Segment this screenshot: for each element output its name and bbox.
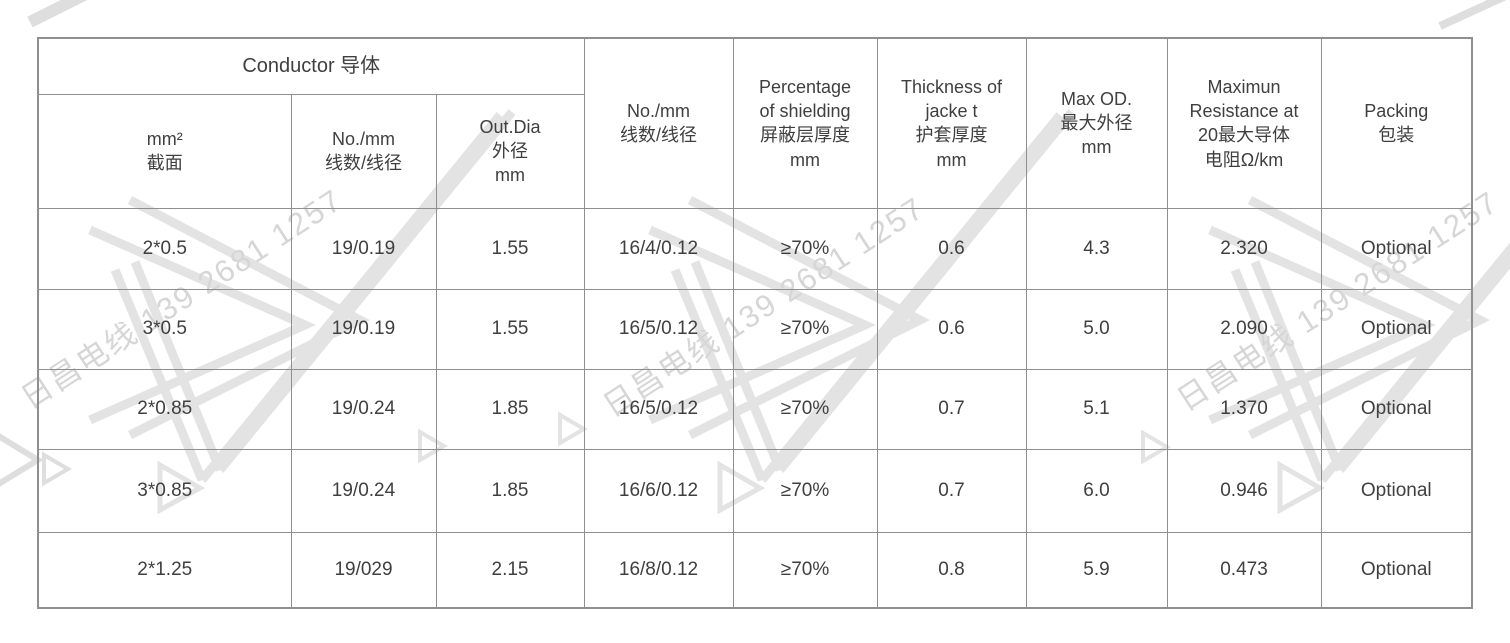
table-cell: 4.3 (1025, 207, 1168, 290)
header-row-group: Conductor 导体 No./mm 线数/线径 Percentage of … (37, 37, 1473, 209)
table-cell: 19/0.19 (290, 207, 437, 290)
table-cell: Optional (1320, 448, 1473, 533)
table-cell: 19/0.24 (290, 368, 437, 450)
header-cell-shielding-percentage: Percentage of shielding 屏蔽层厚度 mm (732, 37, 878, 209)
table-row: 2*0.5 19/0.19 1.55 16/4/0.12 ≥70% 0.6 4.… (37, 207, 1473, 290)
table-cell: ≥70% (732, 368, 878, 450)
table-cell: Optional (1320, 531, 1473, 609)
table-cell: Optional (1320, 207, 1473, 290)
table-cell: ≥70% (732, 531, 878, 609)
table-cell: 0.8 (876, 531, 1027, 609)
table-cell: 1.55 (435, 207, 585, 290)
table-cell: 2*1.25 (37, 531, 292, 609)
table-cell: 0.946 (1166, 448, 1322, 533)
table-cell: ≥70% (732, 448, 878, 533)
header-cell-jacket-thickness: Thickness of jacke t 护套厚度 mm (876, 37, 1027, 209)
table-cell: 1.85 (435, 368, 585, 450)
table-row: 3*0.5 19/0.19 1.55 16/5/0.12 ≥70% 0.6 5.… (37, 288, 1473, 370)
table-row: 2*1.25 19/029 2.15 16/8/0.12 ≥70% 0.8 5.… (37, 531, 1473, 609)
table-cell: 16/6/0.12 (583, 448, 734, 533)
table-cell: 5.0 (1025, 288, 1168, 370)
table-cell: 19/029 (290, 531, 437, 609)
header-cell-packing: Packing 包装 (1320, 37, 1473, 209)
header-cell-out-dia: Out.Dia 外径 mm (435, 93, 585, 209)
table-cell: 5.1 (1025, 368, 1168, 450)
table-cell: 3*0.85 (37, 448, 292, 533)
table-cell: 0.6 (876, 288, 1027, 370)
table-cell: 16/4/0.12 (583, 207, 734, 290)
table-cell: 2.320 (1166, 207, 1322, 290)
table-cell: 1.85 (435, 448, 585, 533)
header-cell-strand-count: No./mm 线数/线径 (583, 37, 734, 209)
table-cell: 19/0.19 (290, 288, 437, 370)
table-cell: 0.6 (876, 207, 1027, 290)
table-cell: 5.9 (1025, 531, 1168, 609)
table-row: 2*0.85 19/0.24 1.85 16/5/0.12 ≥70% 0.7 5… (37, 368, 1473, 450)
table-row: 3*0.85 19/0.24 1.85 16/6/0.12 ≥70% 0.7 6… (37, 448, 1473, 533)
table-cell: 0.7 (876, 368, 1027, 450)
table-cell: 1.370 (1166, 368, 1322, 450)
table-cell: 16/8/0.12 (583, 531, 734, 609)
header-conductor-group: Conductor 导体 (37, 37, 585, 95)
table-cell: 2*0.85 (37, 368, 292, 450)
table-cell: ≥70% (732, 288, 878, 370)
table-cell: Optional (1320, 368, 1473, 450)
table-cell: 1.55 (435, 288, 585, 370)
cable-spec-table: Conductor 导体 No./mm 线数/线径 Percentage of … (37, 37, 1474, 609)
table-cell: ≥70% (732, 207, 878, 290)
table-cell: 3*0.5 (37, 288, 292, 370)
header-cell-cross-section: mm² 截面 (37, 93, 292, 209)
table-cell: 6.0 (1025, 448, 1168, 533)
header-cell-conductor-strands: No./mm 线数/线径 (290, 93, 437, 209)
table-cell: 0.7 (876, 448, 1027, 533)
table-cell: Optional (1320, 288, 1473, 370)
table-cell: 16/5/0.12 (583, 288, 734, 370)
table-cell: 2.090 (1166, 288, 1322, 370)
header-cell-max-od: Max OD. 最大外径 mm (1025, 37, 1168, 209)
header-cell-max-resistance: Maximun Resistance at 20最大导体 电阻Ω/km (1166, 37, 1322, 209)
table-cell: 0.473 (1166, 531, 1322, 609)
table-cell: 2*0.5 (37, 207, 292, 290)
table-cell: 16/5/0.12 (583, 368, 734, 450)
table-cell: 19/0.24 (290, 448, 437, 533)
table-cell: 2.15 (435, 531, 585, 609)
